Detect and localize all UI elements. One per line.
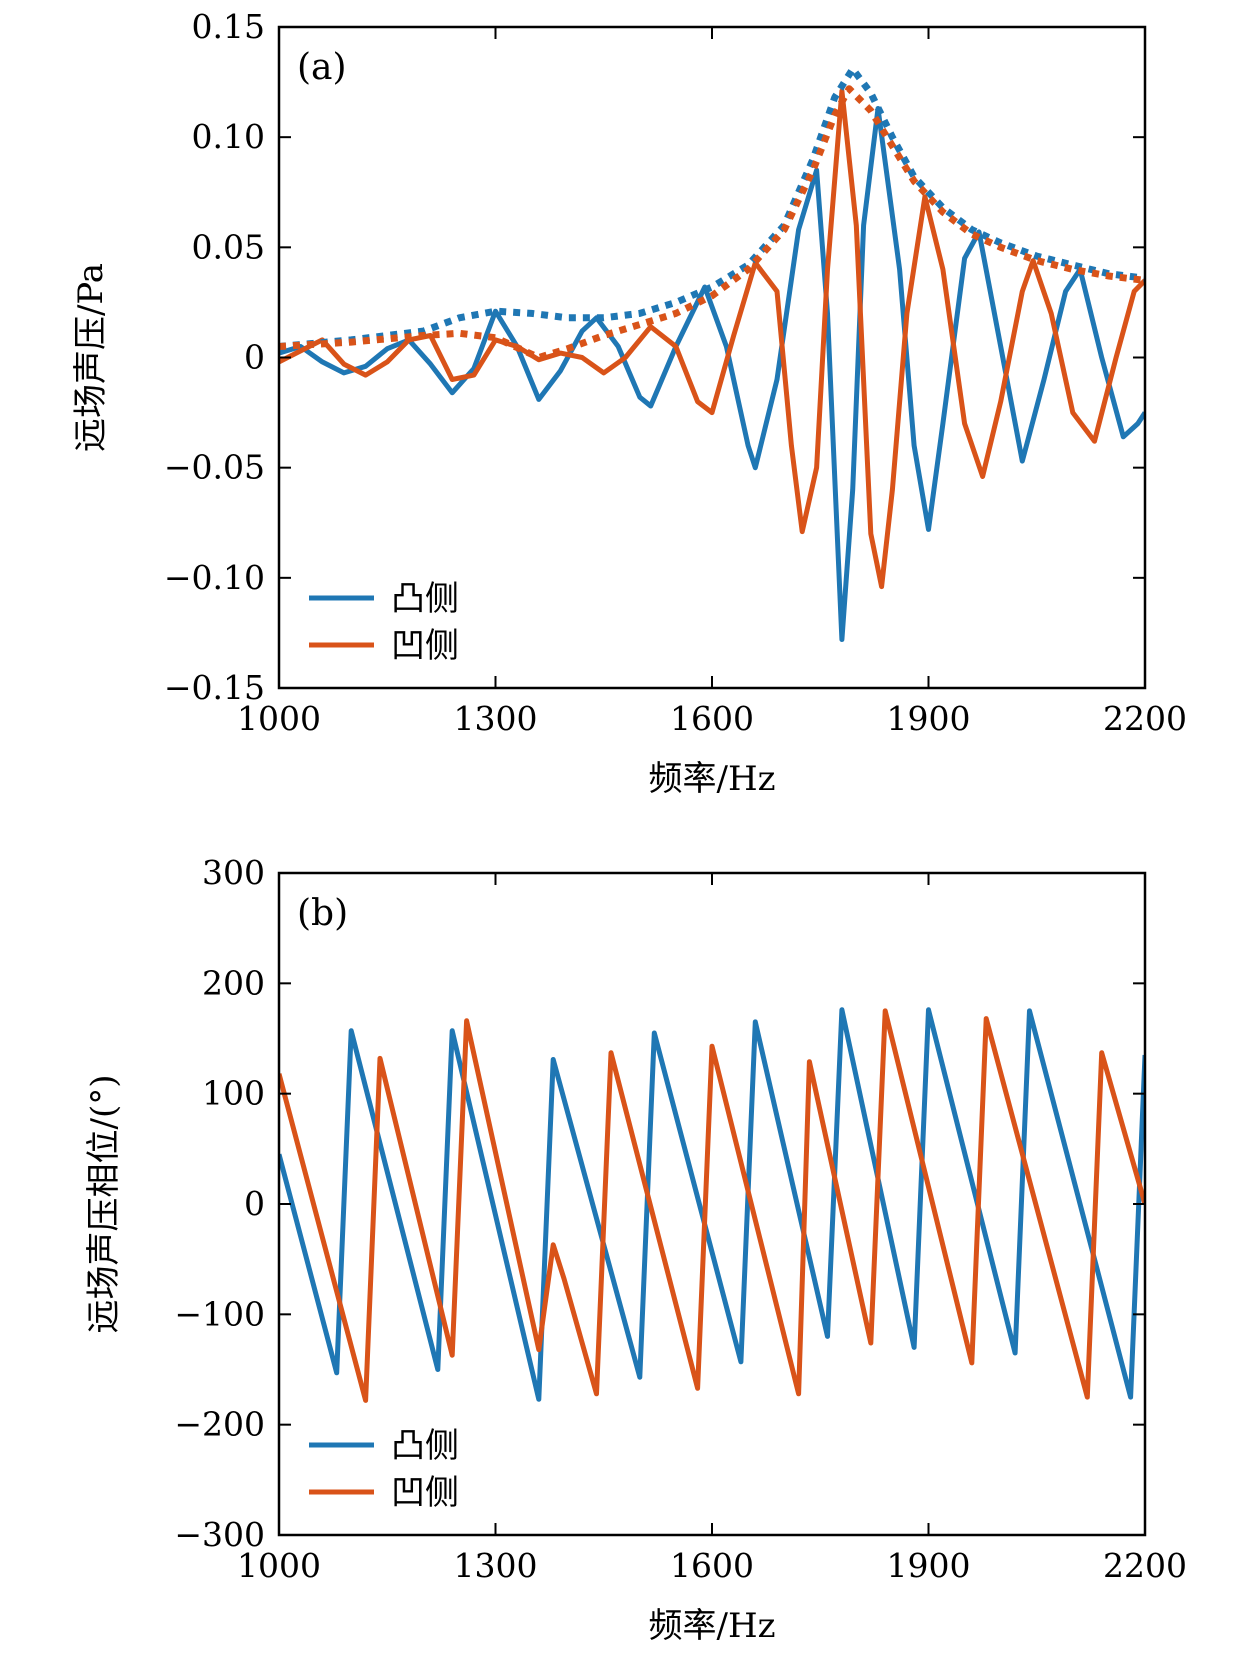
y-axis-label: 远场声压/Pa (71, 263, 111, 452)
x-tick-label: 2200 (1103, 1546, 1187, 1585)
x-tick-label: 1600 (670, 699, 754, 738)
plot-series-group (279, 65, 1145, 642)
x-tick-label: 1900 (887, 699, 971, 738)
x-tick-label: 1300 (454, 1546, 538, 1585)
y-tick-label: −200 (174, 1405, 265, 1444)
x-tick-label: 1000 (237, 1546, 321, 1585)
y-tick-label: 200 (202, 963, 265, 1002)
series-line-concave (279, 88, 1145, 590)
envelope-line-concave (279, 85, 1145, 361)
y-tick-label: 0 (244, 338, 265, 377)
envelope-line-convex (279, 65, 1145, 350)
series-line-convex (279, 1007, 1145, 1402)
legend-label: 凸侧 (391, 579, 459, 619)
y-tick-label: 300 (202, 853, 265, 892)
panel-label: (b) (297, 893, 348, 934)
y-tick-label: 0 (244, 1184, 265, 1223)
series-line-concave (279, 1008, 1145, 1403)
plot-series-group (279, 1007, 1145, 1403)
panel-label: (a) (297, 47, 347, 88)
x-tick-label: 2200 (1103, 699, 1187, 738)
y-tick-label: −0.15 (164, 668, 265, 707)
x-axis-label: 频率/Hz (648, 759, 775, 799)
chart-panel-a: 1000 1300 1600 1900 2200 0.15 0.10 0.05 0 −0.05 −0… (71, 7, 1187, 799)
y-tick-label: −0.05 (164, 448, 265, 487)
y-tick-label: −100 (174, 1294, 265, 1333)
y-tick-label: 100 (202, 1074, 265, 1113)
y-axis-label: 远场声压相位/(°) (84, 1075, 124, 1334)
x-tick-label: 1900 (887, 1546, 971, 1585)
y-tick-label: −300 (174, 1515, 265, 1554)
legend-label: 凹侧 (391, 1473, 459, 1513)
legend-label: 凸侧 (391, 1426, 459, 1466)
x-tick-label: 1300 (454, 699, 538, 738)
series-line-convex (279, 106, 1145, 642)
chart-panel-b: 1000 1300 1600 1900 22003002001000−100−200−3… (84, 853, 1187, 1646)
legend-label: 凹侧 (391, 626, 459, 666)
y-tick-label: 0.15 (192, 7, 265, 46)
y-tick-label: 0.05 (192, 227, 265, 266)
x-tick-label: 1600 (670, 1546, 754, 1585)
y-tick-label: 0.10 (192, 117, 265, 156)
y-tick-label: −0.10 (164, 558, 265, 597)
x-axis-label: 频率/Hz (648, 1606, 775, 1646)
x-tick-label: 1000 (237, 699, 321, 738)
